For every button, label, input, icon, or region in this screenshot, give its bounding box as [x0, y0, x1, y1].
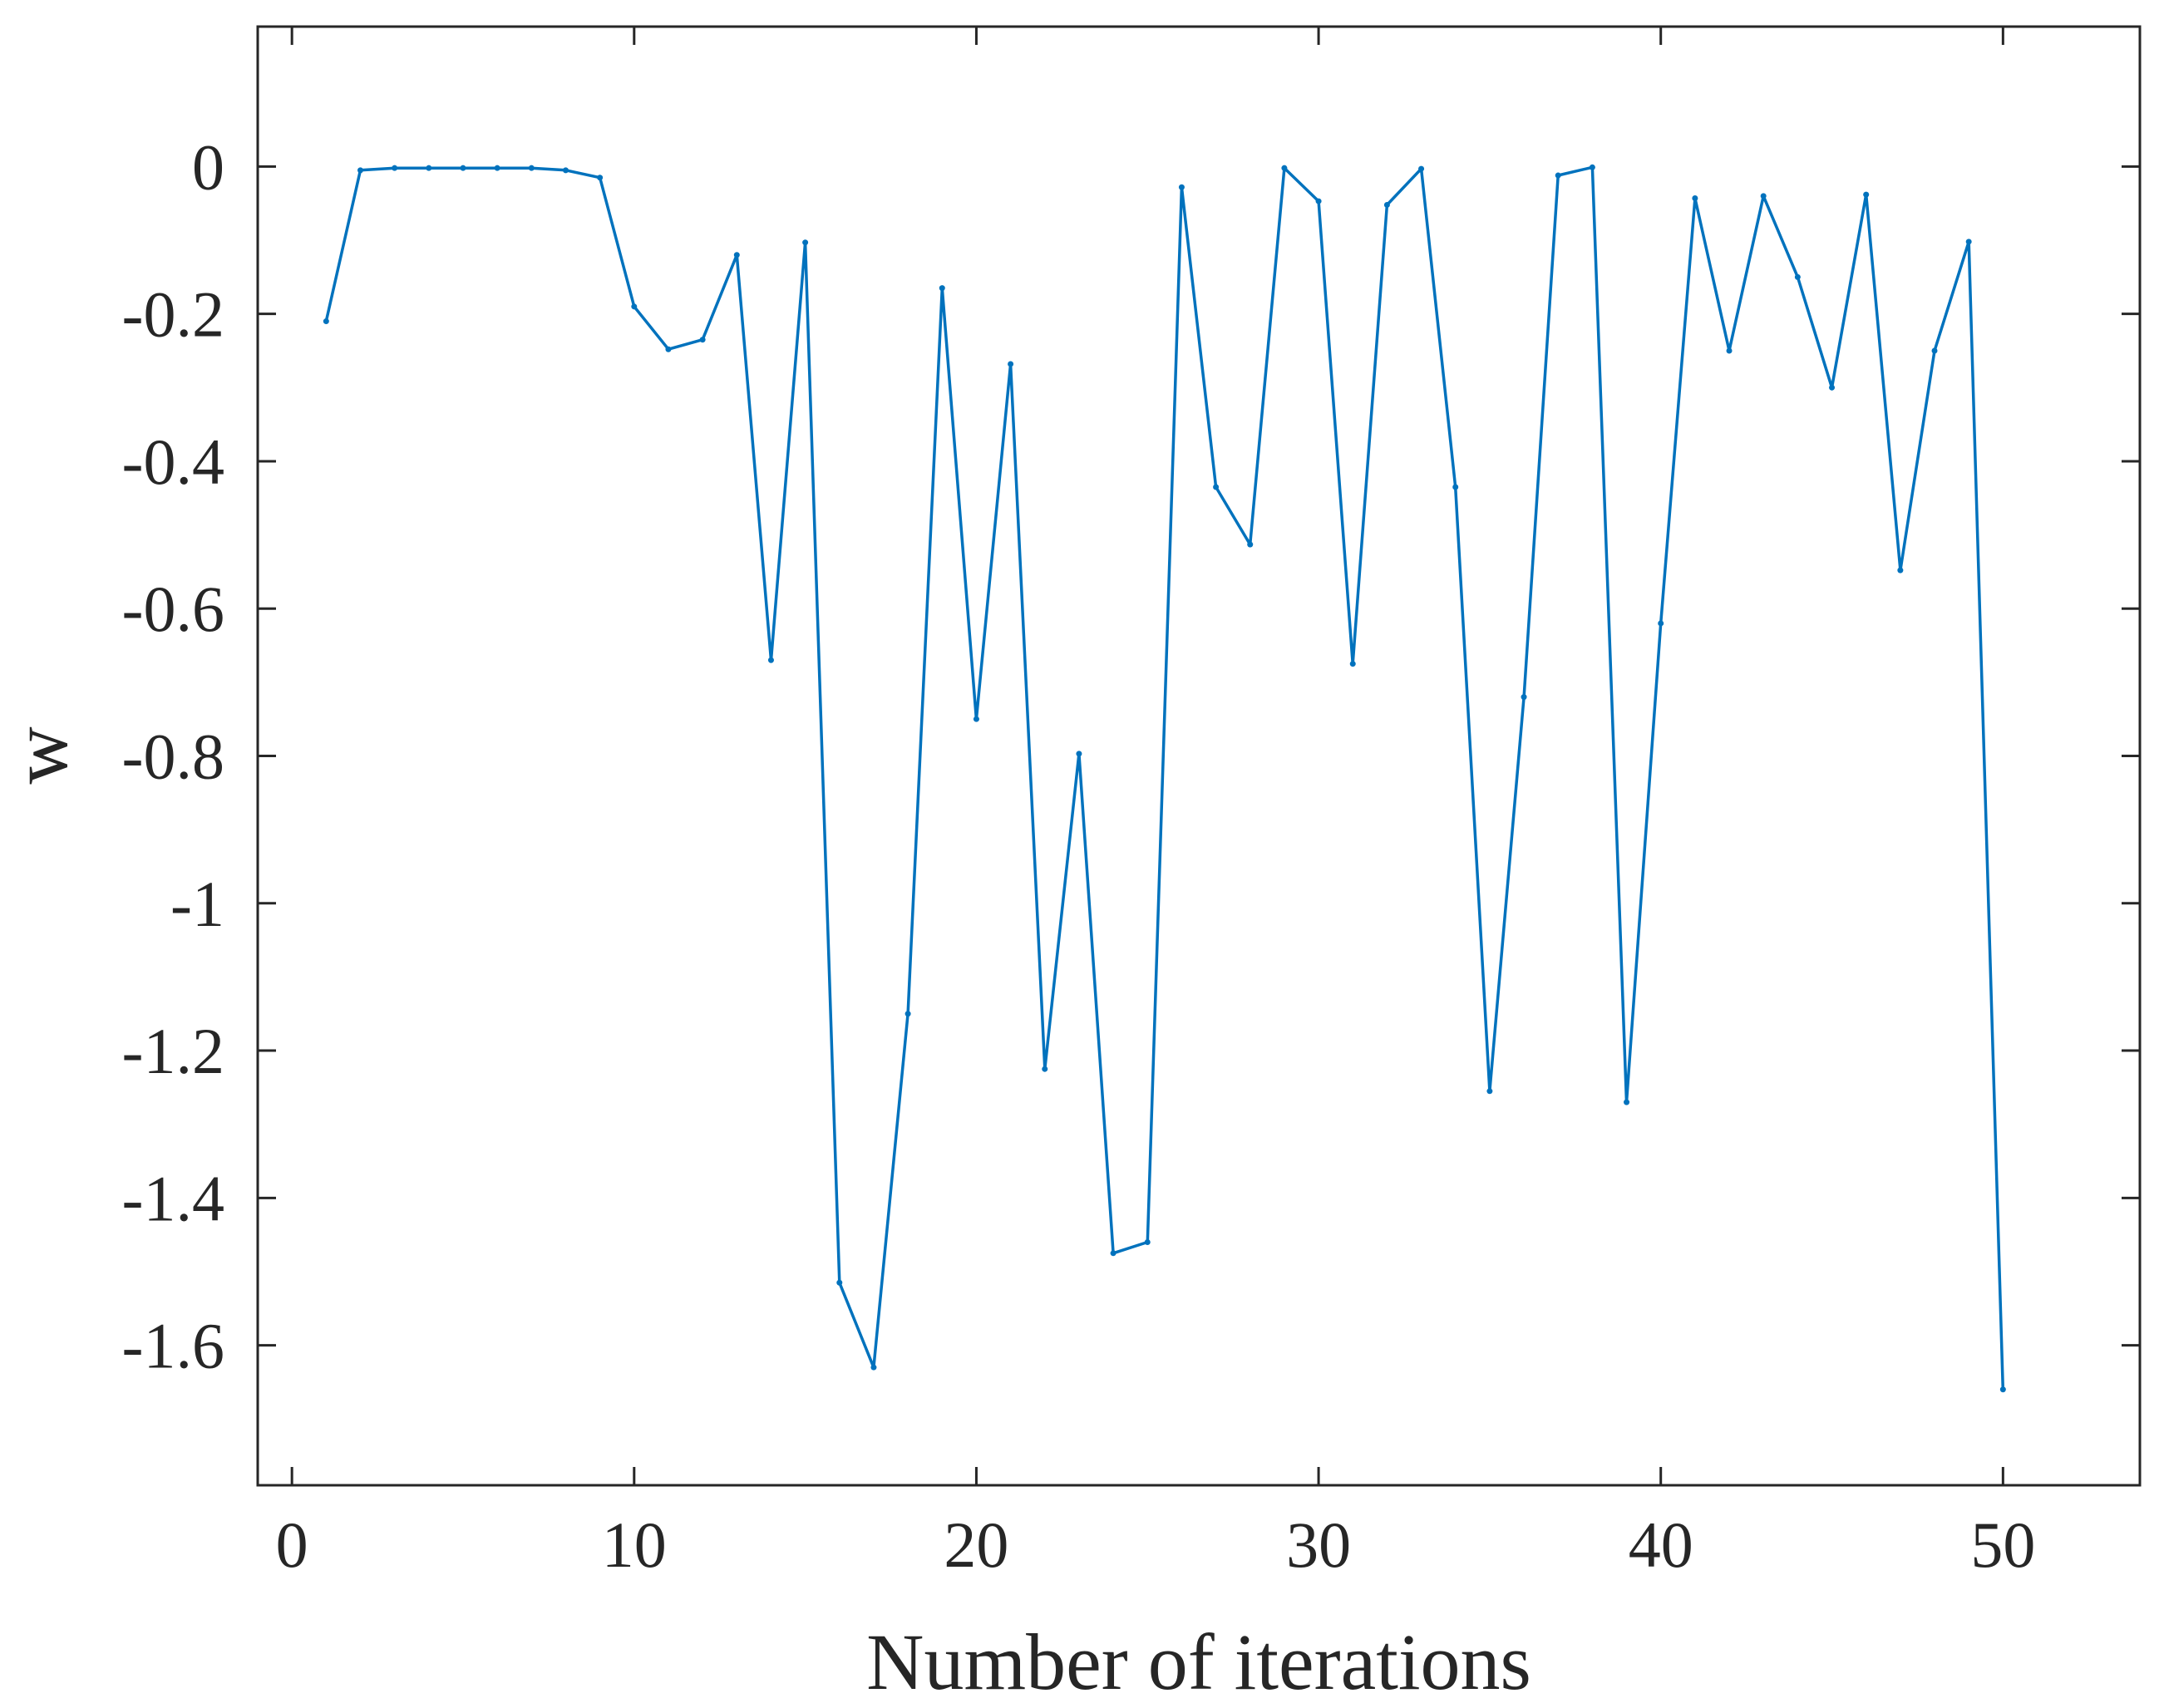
- data-point: [1589, 164, 1595, 170]
- x-tick-label: 50: [1970, 1509, 2035, 1581]
- data-point: [1521, 694, 1527, 701]
- data-point: [1760, 193, 1767, 199]
- data-point: [836, 1279, 843, 1286]
- data-point: [1965, 239, 1972, 245]
- y-tick-label: -1: [170, 868, 224, 940]
- data-point: [1624, 1099, 1630, 1105]
- data-point: [1349, 661, 1356, 667]
- y-tick-label: -0.8: [122, 721, 224, 793]
- data-point: [733, 252, 740, 258]
- data-point: [767, 657, 774, 663]
- data-point: [323, 318, 329, 325]
- data-point: [1008, 361, 1014, 367]
- x-axis-title: Number of iterations: [866, 1617, 1531, 1706]
- data-point: [631, 303, 638, 310]
- x-tick-label: 40: [1629, 1509, 1693, 1581]
- data-point: [1144, 1239, 1151, 1245]
- data-point: [494, 165, 500, 171]
- data-point: [1383, 202, 1390, 208]
- data-point: [1555, 172, 1561, 179]
- data-point: [460, 165, 466, 171]
- y-tick-labels: 0 -0.2 -0.4 -0.6 -0.8 -1 -1.2 -1.4 -1.6: [122, 130, 224, 1381]
- y-tick-label: -1.2: [122, 1015, 224, 1087]
- x-tick-labels: 0 10 20 30 40 50: [276, 1509, 2036, 1581]
- data-point: [1863, 191, 1870, 198]
- data-point: [1110, 1250, 1116, 1257]
- x-tick-label: 20: [944, 1509, 1008, 1581]
- data-point: [1042, 1066, 1048, 1072]
- data-point: [1897, 567, 1904, 573]
- data-point: [357, 167, 363, 174]
- data-point: [870, 1364, 877, 1371]
- x-tick-label: 30: [1286, 1509, 1351, 1581]
- y-axis-title: w: [0, 726, 84, 784]
- data-point: [1794, 273, 1801, 280]
- x-tick-label: 10: [602, 1509, 667, 1581]
- data-point: [1999, 1386, 2006, 1393]
- data-point: [1315, 198, 1322, 204]
- plot-area: [256, 25, 2142, 1487]
- data-point: [1658, 620, 1664, 627]
- data-point: [939, 285, 945, 292]
- data-point: [1726, 347, 1733, 354]
- data-point: [1213, 484, 1220, 490]
- data-point: [1247, 541, 1254, 548]
- series-line: [324, 165, 2005, 1391]
- data-point: [426, 165, 432, 171]
- x-tick-label: 0: [276, 1509, 308, 1581]
- data-point: [665, 346, 672, 352]
- data-point: [1076, 751, 1082, 757]
- data-point: [1452, 484, 1459, 490]
- data-point: [802, 239, 809, 246]
- data-point: [1418, 165, 1425, 172]
- y-tick-label: -1.6: [122, 1310, 224, 1382]
- data-point: [905, 1011, 911, 1017]
- data-point: [528, 165, 535, 171]
- data-point: [562, 167, 569, 174]
- y-tick-label: -0.2: [122, 278, 224, 351]
- axis-ticks: [258, 27, 2140, 1485]
- data-point: [597, 175, 604, 181]
- data-point: [973, 716, 979, 722]
- y-tick-label: -1.4: [122, 1162, 224, 1234]
- data-point: [1692, 195, 1698, 202]
- data-point: [1931, 347, 1938, 354]
- data-point: [1281, 165, 1288, 171]
- data-point: [1829, 384, 1836, 391]
- series-layer: [323, 164, 2006, 1393]
- data-point: [1486, 1088, 1493, 1095]
- data-point: [699, 337, 706, 343]
- data-point: [392, 165, 398, 171]
- data-point: [1178, 184, 1185, 190]
- y-tick-label: 0: [192, 130, 224, 203]
- y-tick-label: -0.4: [122, 426, 224, 498]
- y-tick-label: -0.6: [122, 573, 224, 645]
